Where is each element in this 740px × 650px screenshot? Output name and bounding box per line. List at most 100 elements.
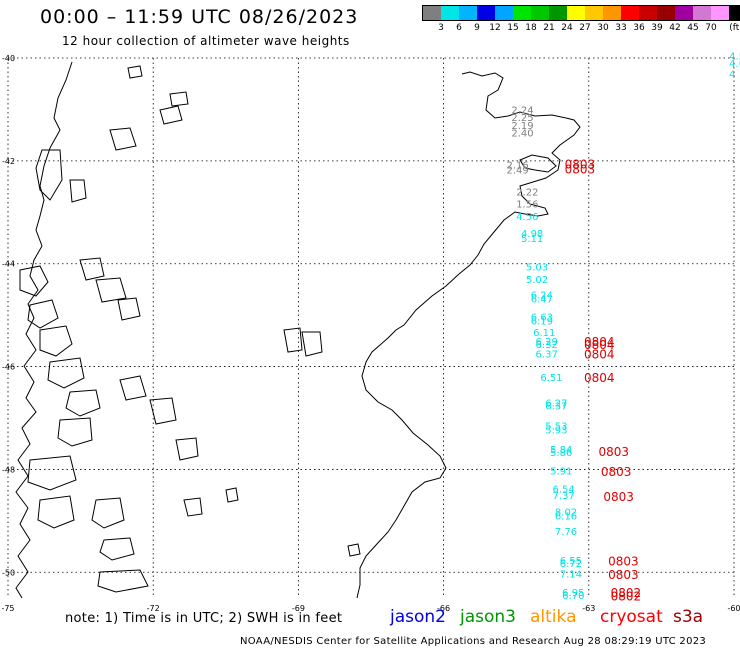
island-outline (79, 257, 105, 281)
lon-label: -60 (727, 604, 740, 613)
obs-time-label: 0803 (565, 157, 596, 171)
island-outline (91, 497, 125, 529)
lat-label: -44 (2, 260, 15, 269)
island-outline (65, 389, 101, 417)
color-swatch (711, 6, 729, 20)
island-outline (27, 299, 59, 329)
satellite-name: cryosat (600, 607, 663, 627)
swh-label: 2.22 (516, 188, 538, 199)
swh-label: 5.53 (545, 422, 567, 433)
island-outline (99, 537, 135, 561)
coastline (15, 61, 581, 599)
color-scale-tick: 30 (597, 23, 609, 33)
lon-label: -63 (582, 604, 595, 613)
color-scale-tick: 70 (705, 23, 717, 33)
swh-label: 6.24 (531, 291, 553, 302)
lat-label: -40 (2, 54, 15, 63)
island-outline (97, 569, 149, 593)
swh-label: 5.93 (545, 425, 567, 436)
color-swatch (567, 6, 585, 20)
swh-label: 6.55 (560, 556, 582, 567)
map-subtitle: 12 hour collection of altimeter wave hei… (62, 34, 350, 48)
island-outline (19, 265, 49, 297)
swh-label: 8.02 (555, 508, 577, 519)
swh-label: 2.19 (511, 121, 533, 132)
color-swatch (603, 6, 621, 20)
swh-label: 5.84 (550, 445, 572, 456)
island-outline (347, 543, 361, 557)
swh-label: 4.56 (516, 212, 538, 223)
swh-label: 6.63 (531, 313, 553, 324)
lat-label: -46 (2, 363, 15, 372)
obs-time-label: 0803 (608, 554, 639, 568)
color-scale-swatches (422, 5, 740, 21)
swh-label: 2.24 (511, 105, 533, 116)
satellite-name: altika (530, 607, 577, 627)
time-labels: 0803080308040804080408040803080308030803… (565, 157, 642, 603)
color-swatch (477, 6, 495, 20)
swh-label: 6.70 (562, 591, 584, 602)
island-outline (183, 497, 203, 517)
swh-label: 7.37 (553, 491, 575, 502)
swh-label: 7.76 (555, 527, 577, 538)
swh-label: 2.49 (507, 166, 529, 177)
lat-label: -50 (2, 568, 15, 577)
color-swatch (459, 6, 477, 20)
swh-label: 6.29 (536, 337, 558, 348)
swh-label: 6.19 (531, 316, 553, 327)
swh-labels: 4.504.64 2.242.252.192.40 2.162.49 2.221.56… (507, 51, 740, 601)
lon-label: -66 (437, 604, 450, 613)
swh-label: 4 (729, 69, 735, 80)
color-scale-tick: 42 (669, 23, 681, 33)
color-swatch (729, 6, 740, 20)
color-scale-tick: 45 (687, 23, 699, 33)
island-outline (27, 455, 77, 491)
swh-label: 1.56 (516, 200, 538, 211)
color-swatch (495, 6, 513, 20)
swh-label: 6.51 (540, 373, 562, 384)
satellite-name: s3a (673, 607, 704, 627)
color-swatch (549, 6, 567, 20)
island-outline (283, 327, 303, 353)
island-outline (39, 325, 73, 357)
axis-labels: -40 -42 -44 -46 -48 -50 -75 -72 -69 -66 -63 -60 (1, 54, 740, 613)
swh-label: 5.03 (526, 262, 548, 273)
swh-label: 6.47 (531, 295, 553, 306)
lat-label: -48 (2, 465, 15, 474)
island-outline (95, 277, 127, 303)
obs-time-label: 0804 (584, 338, 615, 352)
color-swatch (441, 6, 459, 20)
swh-label: 4.98 (521, 229, 543, 240)
color-scale-tick: 33 (615, 23, 627, 33)
footer-note: note: 1) Time is in UTC; 2) SWH is in fe… (65, 611, 343, 626)
island-outline (57, 417, 93, 447)
island-outline (175, 437, 199, 461)
color-swatch (513, 6, 531, 20)
lat-label: -42 (2, 157, 15, 166)
obs-time-label: 0803 (601, 465, 632, 479)
swh-label: 2.40 (511, 129, 533, 140)
island-outline (159, 105, 183, 125)
color-swatch (639, 6, 657, 20)
color-swatch (657, 6, 675, 20)
swh-label: 5.91 (550, 466, 572, 477)
obs-time-label: 0804 (584, 335, 615, 349)
color-scale-tick: 6 (456, 23, 462, 33)
color-swatch (423, 6, 441, 20)
island-outline (301, 331, 323, 357)
color-scale-tick: 18 (525, 23, 537, 33)
satellite-name: jason2 (390, 607, 446, 627)
color-scale-tick: 3 (438, 23, 444, 33)
color-swatch (621, 6, 639, 20)
color-scale-tick: 9 (474, 23, 480, 33)
color-swatch (693, 6, 711, 20)
island-outline (225, 487, 239, 503)
swh-label: 5.86 (550, 448, 572, 459)
swh-label: 6.54 (553, 484, 575, 495)
island-outline (117, 297, 141, 321)
swh-label: 6.11 (533, 328, 555, 339)
color-scale-tick: 39 (651, 23, 663, 33)
